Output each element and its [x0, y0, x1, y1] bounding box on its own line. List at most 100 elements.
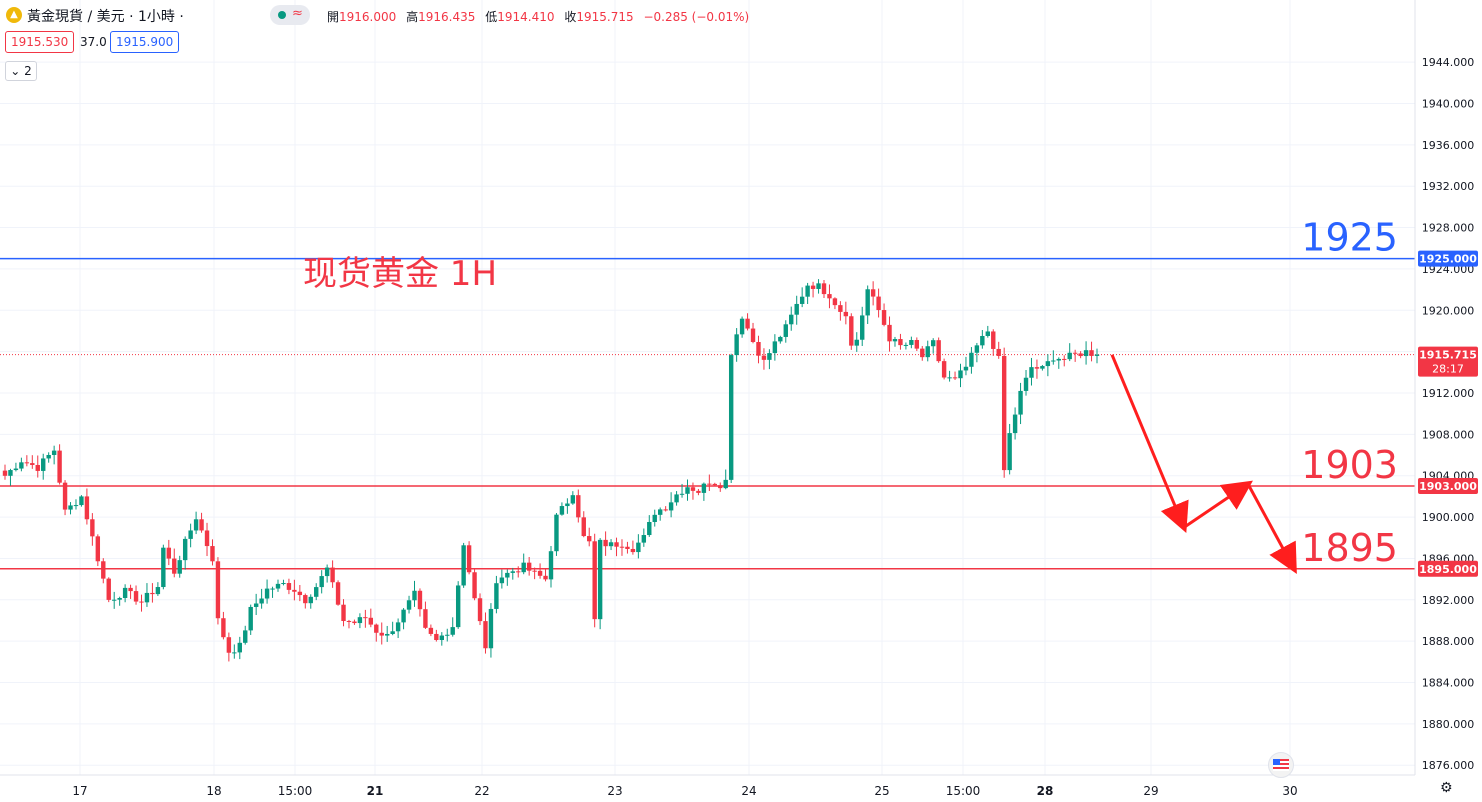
candle-body[interactable] [101, 561, 106, 579]
candle-body[interactable] [439, 635, 444, 640]
us-flag-icon[interactable] [1268, 752, 1294, 778]
candle-body[interactable] [892, 339, 898, 342]
candle-body[interactable] [925, 346, 930, 358]
candle-body[interactable] [368, 617, 374, 625]
candle-body[interactable] [335, 582, 341, 605]
candle-body[interactable] [805, 285, 810, 297]
candle-body[interactable] [996, 348, 1001, 357]
candle-body[interactable] [221, 618, 226, 638]
candle-body[interactable] [445, 634, 450, 636]
candle-body[interactable] [876, 296, 881, 311]
candle-body[interactable] [1018, 390, 1023, 415]
candle-body[interactable] [565, 503, 570, 507]
candle-body[interactable] [1094, 354, 1100, 356]
candle-body[interactable] [395, 622, 401, 632]
candle-body[interactable] [510, 571, 515, 573]
candle-body[interactable] [936, 340, 941, 362]
candle-body[interactable] [46, 454, 51, 459]
candle-body[interactable] [297, 591, 303, 596]
candle-body[interactable] [314, 587, 319, 597]
candle-body[interactable] [832, 298, 838, 306]
candle-body[interactable] [494, 583, 499, 609]
candle-body[interactable] [734, 334, 739, 356]
candle-body[interactable] [625, 546, 630, 549]
candle-body[interactable] [985, 331, 990, 336]
gear-icon[interactable]: ⚙ [1440, 780, 1453, 796]
candle-body[interactable] [608, 542, 614, 547]
candle-body[interactable] [532, 570, 537, 572]
candle-body[interactable] [215, 561, 221, 619]
candle-body[interactable] [1045, 361, 1051, 367]
candle-body[interactable] [155, 587, 161, 595]
candle-body[interactable] [172, 558, 177, 574]
candle-body[interactable] [177, 560, 182, 574]
candle-body[interactable] [292, 589, 297, 592]
candle-body[interactable] [182, 538, 188, 561]
candle-body[interactable] [794, 303, 799, 315]
candle-body[interactable] [243, 630, 248, 643]
candle-body[interactable] [718, 485, 723, 489]
candle-body[interactable] [264, 588, 270, 599]
candle-body[interactable] [881, 310, 887, 325]
candle-body[interactable] [106, 578, 111, 600]
candle-body[interactable] [434, 633, 439, 640]
candle-body[interactable] [488, 608, 494, 649]
candle-body[interactable] [253, 603, 259, 607]
candle-body[interactable] [1029, 367, 1034, 378]
candle-body[interactable] [865, 289, 870, 316]
candle-body[interactable] [521, 562, 526, 573]
candle-body[interactable] [952, 377, 958, 379]
candle-body[interactable] [455, 585, 461, 628]
candle-body[interactable] [472, 572, 477, 599]
candle-body[interactable] [860, 315, 865, 340]
buy-price-button[interactable]: 1915.900 [110, 31, 180, 53]
candle-body[interactable] [237, 642, 242, 653]
candle-body[interactable] [8, 470, 13, 476]
candle-body[interactable] [417, 590, 423, 610]
candle-body[interactable] [783, 324, 788, 337]
candle-body[interactable] [352, 621, 357, 624]
candle-body[interactable] [1083, 350, 1089, 357]
candle-body[interactable] [466, 545, 472, 573]
candle-body[interactable] [166, 547, 171, 559]
candle-body[interactable] [117, 598, 122, 600]
candle-body[interactable] [854, 339, 859, 346]
candle-body[interactable] [341, 604, 346, 621]
candle-body[interactable] [701, 483, 707, 493]
candle-body[interactable] [1056, 358, 1061, 361]
candle-body[interactable] [980, 335, 985, 346]
candle-body[interactable] [630, 548, 636, 553]
candle-body[interactable] [909, 340, 914, 345]
candle-body[interactable] [128, 587, 133, 592]
candle-body[interactable] [870, 289, 876, 297]
candle-body[interactable] [658, 509, 663, 515]
candle-body[interactable] [319, 576, 324, 588]
candle-body[interactable] [139, 601, 144, 603]
candle-body[interactable] [1007, 433, 1012, 471]
candle-body[interactable] [35, 464, 40, 471]
candle-body[interactable] [707, 483, 712, 485]
candle-body[interactable] [592, 541, 597, 620]
candle-body[interactable] [79, 496, 84, 506]
candle-body[interactable] [963, 366, 969, 371]
candle-body[interactable] [772, 341, 778, 354]
candle-body[interactable] [232, 652, 237, 654]
candle-body[interactable] [330, 567, 335, 583]
candle-body[interactable] [281, 583, 286, 585]
candle-body[interactable] [199, 519, 204, 531]
candle-body[interactable] [750, 328, 756, 343]
candle-body[interactable] [767, 353, 772, 360]
candle-body[interactable] [548, 551, 554, 580]
candle-body[interactable] [73, 505, 79, 507]
candle-body[interactable] [286, 583, 292, 590]
candle-body[interactable] [499, 577, 505, 584]
candle-body[interactable] [19, 462, 24, 469]
candle-body[interactable] [406, 600, 412, 610]
candle-body[interactable] [647, 521, 652, 536]
candle-body[interactable] [423, 609, 428, 628]
candle-body[interactable] [483, 621, 488, 649]
candle-body[interactable] [30, 463, 35, 465]
candle-body[interactable] [799, 296, 805, 304]
candle-body[interactable] [570, 495, 576, 504]
candle-body[interactable] [303, 595, 308, 604]
